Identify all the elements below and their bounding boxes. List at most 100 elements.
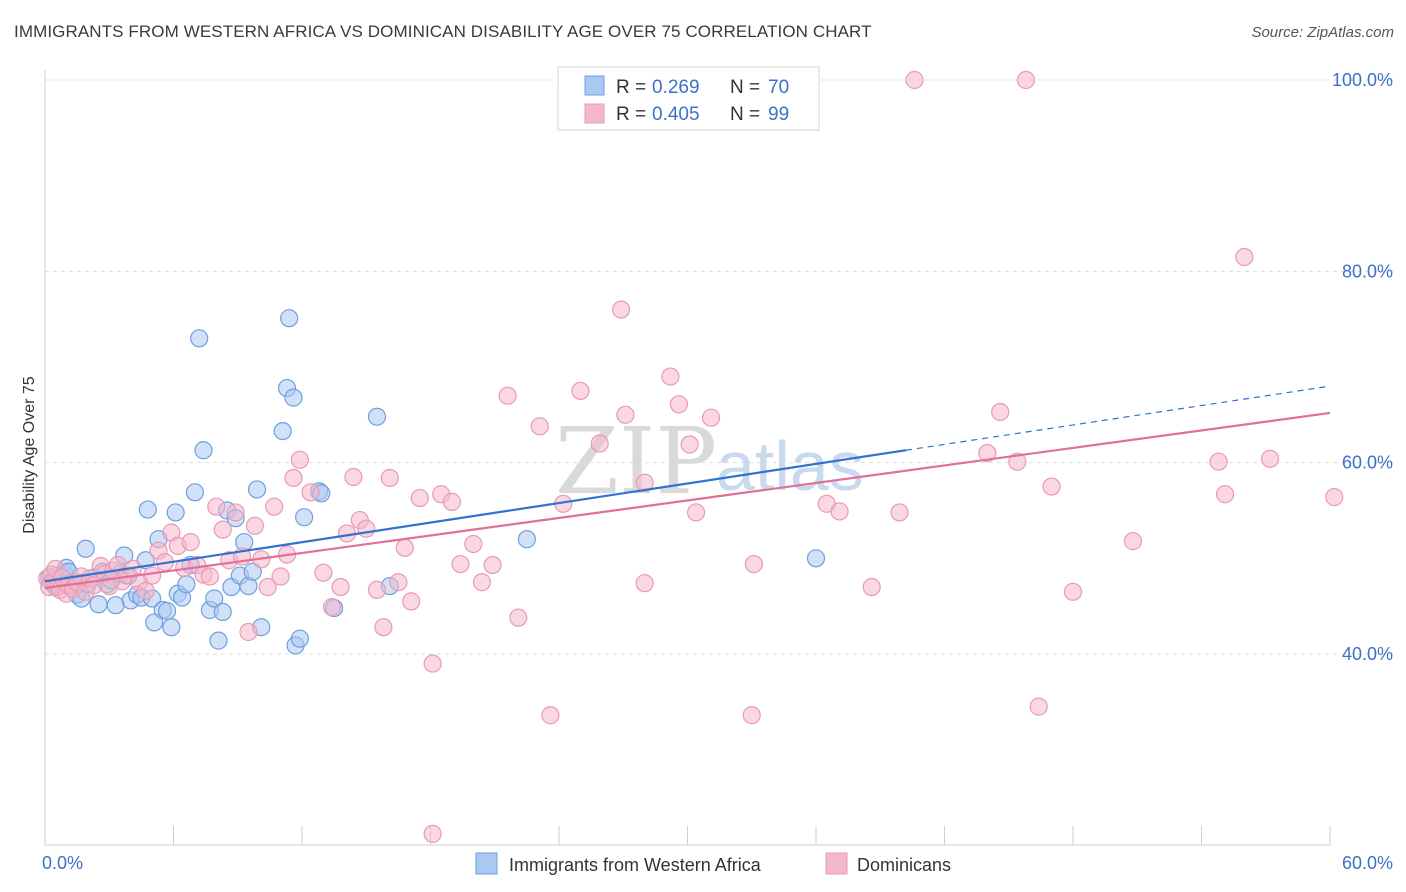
y-axis-title: Disability Age Over 75	[21, 376, 38, 534]
point-western-africa	[106, 596, 125, 615]
point-western-africa	[367, 407, 387, 426]
point-dominicans	[905, 70, 924, 90]
point-dominicans	[239, 622, 258, 642]
point-dominicans	[590, 434, 609, 453]
watermark-zip: ZIP	[555, 408, 717, 515]
chart-title: IMMIGRANTS FROM WESTERN AFRICA VS DOMINI…	[14, 22, 872, 41]
legend-n-value-blue: 70	[768, 77, 789, 98]
point-dominicans	[1063, 582, 1083, 601]
point-dominicans	[686, 503, 706, 522]
point-dominicans	[380, 468, 399, 488]
legend-r-label-blue: R =	[616, 77, 646, 98]
trend-line-dominicans	[44, 411, 1331, 590]
y-tick-label: 40.0%	[1342, 644, 1393, 664]
point-western-africa	[295, 508, 314, 527]
point-western-africa	[806, 549, 826, 568]
point-western-africa	[157, 601, 177, 621]
point-dominicans	[978, 444, 997, 463]
point-dominicans	[635, 473, 654, 492]
chart-source: Source: ZipAtlas.com	[1251, 24, 1394, 41]
point-dominicans	[290, 450, 309, 469]
point-dominicans	[410, 488, 429, 508]
legend-n-label-pink: N =	[730, 104, 760, 125]
point-western-africa	[280, 309, 299, 328]
point-western-africa	[76, 539, 95, 558]
point-dominicans	[890, 503, 909, 522]
point-dominicans	[389, 573, 408, 592]
point-western-africa	[194, 441, 213, 460]
point-dominicans	[331, 577, 350, 597]
point-dominicans	[423, 824, 442, 843]
point-dominicans	[680, 435, 699, 454]
point-dominicans	[1215, 485, 1235, 504]
point-dominicans	[1123, 532, 1143, 551]
point-western-africa	[273, 421, 292, 441]
point-western-africa	[284, 388, 303, 407]
point-dominicans	[530, 417, 549, 436]
point-dominicans	[1008, 452, 1027, 471]
point-dominicans	[451, 554, 470, 574]
y-tick-label: 100.0%	[1332, 70, 1393, 90]
point-dominicans	[862, 577, 881, 597]
tick-labels: 40.0% 60.0% 80.0% 100.0% 0.0% 60.0%	[42, 70, 1393, 873]
point-dominicans	[442, 492, 462, 511]
point-dominicans	[367, 580, 387, 600]
point-dominicans	[1325, 488, 1344, 507]
legend-n-label-blue: N =	[730, 77, 760, 98]
legend-swatch-blue	[584, 75, 605, 96]
point-western-africa	[243, 562, 262, 581]
point-dominicans	[744, 554, 763, 574]
point-dominicans	[483, 555, 502, 575]
legend-n-value-pink: 99	[768, 104, 789, 125]
point-dominicans	[1209, 452, 1228, 471]
legend-r-value-pink: 0.405	[652, 104, 700, 125]
point-dominicans	[571, 381, 590, 401]
point-dominicans	[142, 566, 162, 585]
point-dominicans	[207, 497, 226, 516]
point-dominicans	[226, 503, 245, 522]
point-dominicans	[314, 563, 333, 582]
point-dominicans	[271, 567, 290, 586]
point-dominicans	[661, 367, 680, 386]
point-dominicans	[1042, 477, 1061, 496]
point-western-africa	[162, 618, 181, 637]
point-western-africa	[517, 530, 536, 549]
point-dominicans	[472, 573, 491, 592]
x-tick-label: 0.0%	[42, 853, 83, 873]
point-dominicans	[344, 467, 363, 487]
point-western-africa	[209, 631, 228, 650]
point-dominicans	[464, 534, 483, 554]
point-dominicans	[136, 581, 155, 600]
x-tick-label: 60.0%	[1342, 853, 1393, 873]
bottom-legend-label-blue: Immigrants from Western Africa	[509, 855, 762, 875]
point-dominicans	[301, 483, 320, 502]
trend-line-western-africa	[44, 449, 907, 583]
watermark-atlas: atlas	[716, 427, 864, 505]
point-dominicans	[498, 386, 517, 405]
point-western-africa	[145, 613, 164, 632]
point-dominicans	[402, 592, 421, 611]
point-western-africa	[205, 589, 224, 608]
point-dominicans	[395, 538, 414, 557]
point-dominicans	[669, 395, 689, 414]
bottom-legend-swatch-blue	[475, 852, 498, 875]
legend-r-label-pink: R =	[616, 104, 646, 125]
point-dominicans	[1235, 247, 1254, 267]
point-dominicans	[258, 577, 277, 597]
trend-lines	[44, 385, 1331, 590]
point-dominicans	[423, 654, 442, 673]
point-dominicans	[701, 408, 721, 427]
point-western-africa	[89, 595, 108, 614]
y-tick-label: 60.0%	[1342, 453, 1393, 473]
point-western-africa	[166, 503, 185, 522]
point-western-africa	[247, 480, 267, 499]
point-dominicans	[830, 502, 849, 521]
point-dominicans	[1029, 697, 1048, 716]
point-western-africa	[190, 329, 209, 348]
bottom-legend-label-pink: Dominicans	[857, 855, 951, 875]
legend-swatch-pink	[584, 103, 605, 124]
trend-line-western-africa-extension	[905, 385, 1331, 451]
point-dominicans	[322, 598, 342, 617]
point-dominicans	[1260, 449, 1280, 468]
